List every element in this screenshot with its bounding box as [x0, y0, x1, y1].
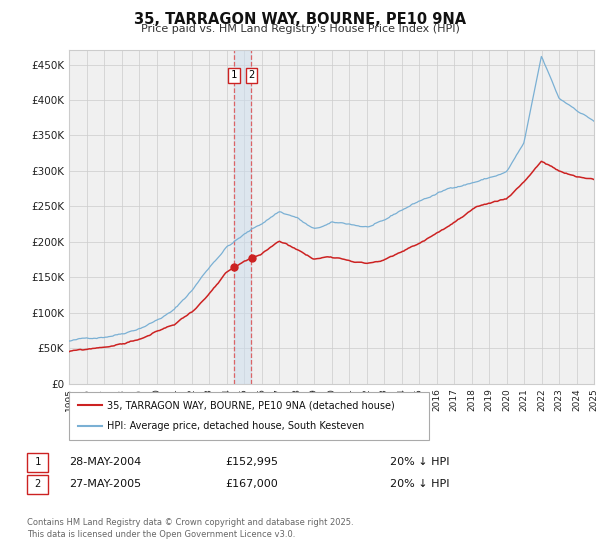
Text: 2: 2: [34, 479, 41, 489]
Text: Contains HM Land Registry data © Crown copyright and database right 2025.
This d: Contains HM Land Registry data © Crown c…: [27, 518, 353, 539]
Text: £152,995: £152,995: [226, 457, 278, 467]
Text: 1: 1: [34, 457, 41, 467]
Text: £167,000: £167,000: [226, 479, 278, 489]
Text: 1: 1: [231, 70, 237, 80]
Text: HPI: Average price, detached house, South Kesteven: HPI: Average price, detached house, Sout…: [107, 421, 364, 431]
Text: Price paid vs. HM Land Registry's House Price Index (HPI): Price paid vs. HM Land Registry's House …: [140, 24, 460, 34]
Text: 35, TARRAGON WAY, BOURNE, PE10 9NA: 35, TARRAGON WAY, BOURNE, PE10 9NA: [134, 12, 466, 27]
Text: 20% ↓ HPI: 20% ↓ HPI: [390, 457, 449, 467]
Text: 28-MAY-2004: 28-MAY-2004: [69, 457, 141, 467]
Bar: [234, 50, 251, 384]
Text: 35, TARRAGON WAY, BOURNE, PE10 9NA (detached house): 35, TARRAGON WAY, BOURNE, PE10 9NA (deta…: [107, 400, 395, 410]
Text: 27-MAY-2005: 27-MAY-2005: [69, 479, 141, 489]
Text: 20% ↓ HPI: 20% ↓ HPI: [390, 479, 449, 489]
Text: 2: 2: [248, 70, 254, 80]
